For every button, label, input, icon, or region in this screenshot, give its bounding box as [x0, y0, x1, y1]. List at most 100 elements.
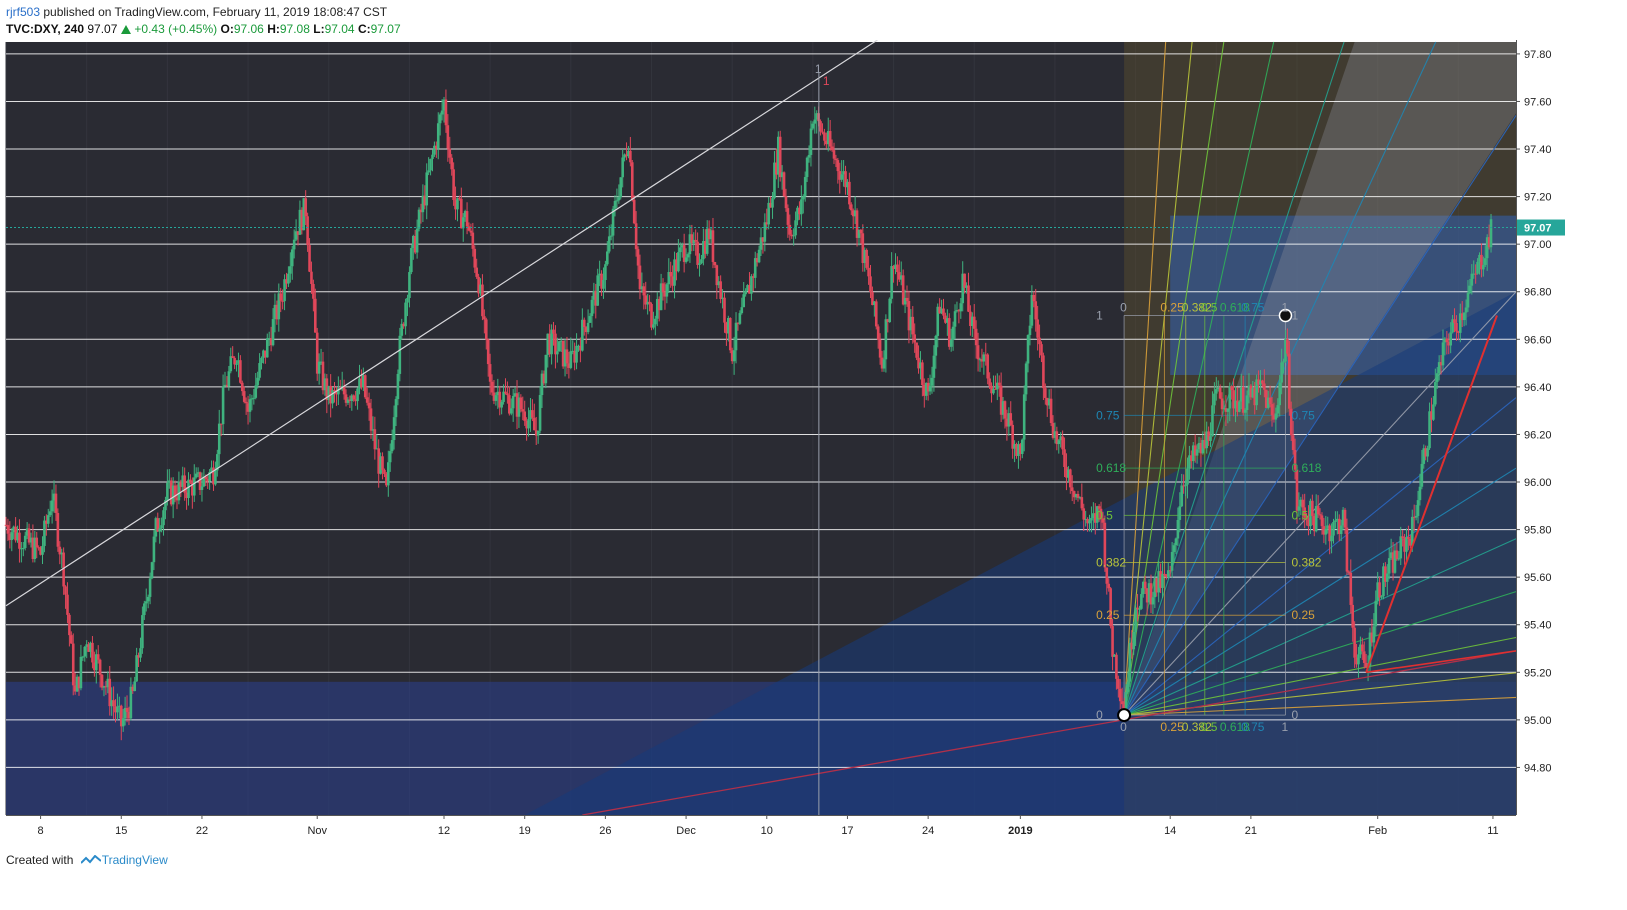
fib-level-label: 0.618 [1096, 461, 1126, 475]
close-value: 97.07 [370, 22, 401, 36]
time-axis[interactable]: 8 15 22 Nov 12 19 26 Dec 10 17 24 2019 14 21 Feb 11 [0, 815, 1566, 844]
candle-up [41, 545, 44, 555]
candle-down [448, 148, 452, 158]
candle-up [934, 335, 938, 356]
candle-up [421, 195, 425, 213]
candle-up [936, 306, 940, 336]
candle-down [114, 706, 117, 713]
candle-down [561, 340, 565, 367]
fib-level-label: 0.75 [1096, 408, 1120, 422]
candle-up [48, 511, 52, 516]
candle-down [1351, 604, 1355, 628]
candle-down [594, 290, 598, 306]
candle-down [921, 362, 924, 386]
symbol-label[interactable]: TVC:DXY, 240 [6, 22, 85, 36]
candle-down [93, 662, 96, 671]
candle-down [1072, 491, 1076, 498]
candle-up [800, 199, 803, 215]
candle-up [1462, 312, 1466, 321]
candle-down [778, 136, 782, 178]
candle-up [166, 482, 169, 501]
candle-down [58, 546, 62, 555]
candle-down [191, 482, 194, 496]
candle-up [1157, 571, 1160, 593]
candle-up [319, 361, 323, 363]
candle-down [874, 301, 878, 327]
fib-level-label: 0.382 [1096, 555, 1126, 569]
candle-up [1324, 528, 1328, 535]
candle-up [463, 211, 467, 218]
candle-down [1070, 487, 1074, 492]
candle-up [581, 319, 584, 351]
candle-up [102, 686, 106, 688]
candle-down [986, 354, 989, 379]
candle-down [1424, 448, 1428, 457]
candle-up [575, 345, 578, 363]
candle-down [648, 301, 651, 305]
candle-up [358, 378, 361, 389]
publish-info: rjrf503 published on TradingView.com, Fe… [6, 5, 387, 19]
candle-down [629, 150, 632, 163]
candle-up [621, 157, 624, 178]
candle-down [938, 306, 941, 314]
candle-up [1437, 362, 1441, 374]
candle-up [133, 681, 137, 692]
candle-up [780, 172, 784, 178]
candle-down [636, 249, 640, 266]
candle-down [419, 209, 423, 213]
candle-up [16, 532, 19, 541]
time-axis-bg [0, 815, 1566, 844]
candle-up [773, 162, 776, 199]
candle-up [679, 247, 682, 253]
candle-up [1243, 409, 1247, 413]
candle-down [310, 271, 313, 284]
candle-down [821, 131, 824, 133]
candle-down [1044, 388, 1047, 398]
candle-up [1309, 500, 1312, 527]
price-axis[interactable]: 94.80 95.00 95.20 95.40 95.60 95.80 96.00 96.20… [1516, 40, 1566, 816]
candle-down [1199, 442, 1203, 454]
candle-down [880, 357, 884, 369]
candle-up [1334, 520, 1337, 523]
candle-down [281, 300, 284, 302]
candle-up [688, 234, 692, 255]
candle-down [481, 284, 484, 317]
fib-level-label: 0 [1096, 708, 1103, 722]
candle-down [87, 644, 90, 652]
candle-down [1445, 338, 1449, 343]
candle-down [506, 393, 509, 396]
candle-down [871, 292, 874, 306]
candle-down [363, 375, 367, 398]
candle-down [492, 392, 496, 401]
time-tick-label: Feb [1368, 825, 1387, 837]
tradingview-logo-icon [80, 855, 101, 864]
candle-down [1316, 506, 1320, 515]
candle-down [682, 245, 686, 262]
candle-down [454, 200, 457, 210]
candle-up [1245, 395, 1249, 410]
price-change: +0.43 (+0.45%) [134, 22, 218, 36]
candle-down [156, 518, 160, 532]
candle-down [1082, 508, 1086, 520]
tradingview-brand[interactable]: TradingView [101, 853, 168, 867]
candle-down [231, 356, 234, 358]
candle-down [71, 643, 75, 686]
candle-up [807, 154, 811, 158]
candle-down [896, 264, 899, 273]
candle-down [1130, 642, 1134, 650]
price-tick-label: 95.00 [1524, 715, 1552, 727]
author-link[interactable]: rjrf503 [6, 5, 41, 19]
candle-up [12, 526, 15, 533]
candle-down [179, 481, 183, 487]
candle-up [1007, 413, 1011, 427]
candle-up [171, 485, 175, 505]
candle-up [152, 536, 156, 563]
candle-up [404, 302, 407, 327]
candle-down [730, 350, 734, 362]
candle-down [321, 361, 325, 391]
candle-up [763, 222, 767, 242]
candle-up [1209, 436, 1212, 441]
candle-up [955, 310, 959, 312]
up-arrow-icon [121, 25, 132, 34]
